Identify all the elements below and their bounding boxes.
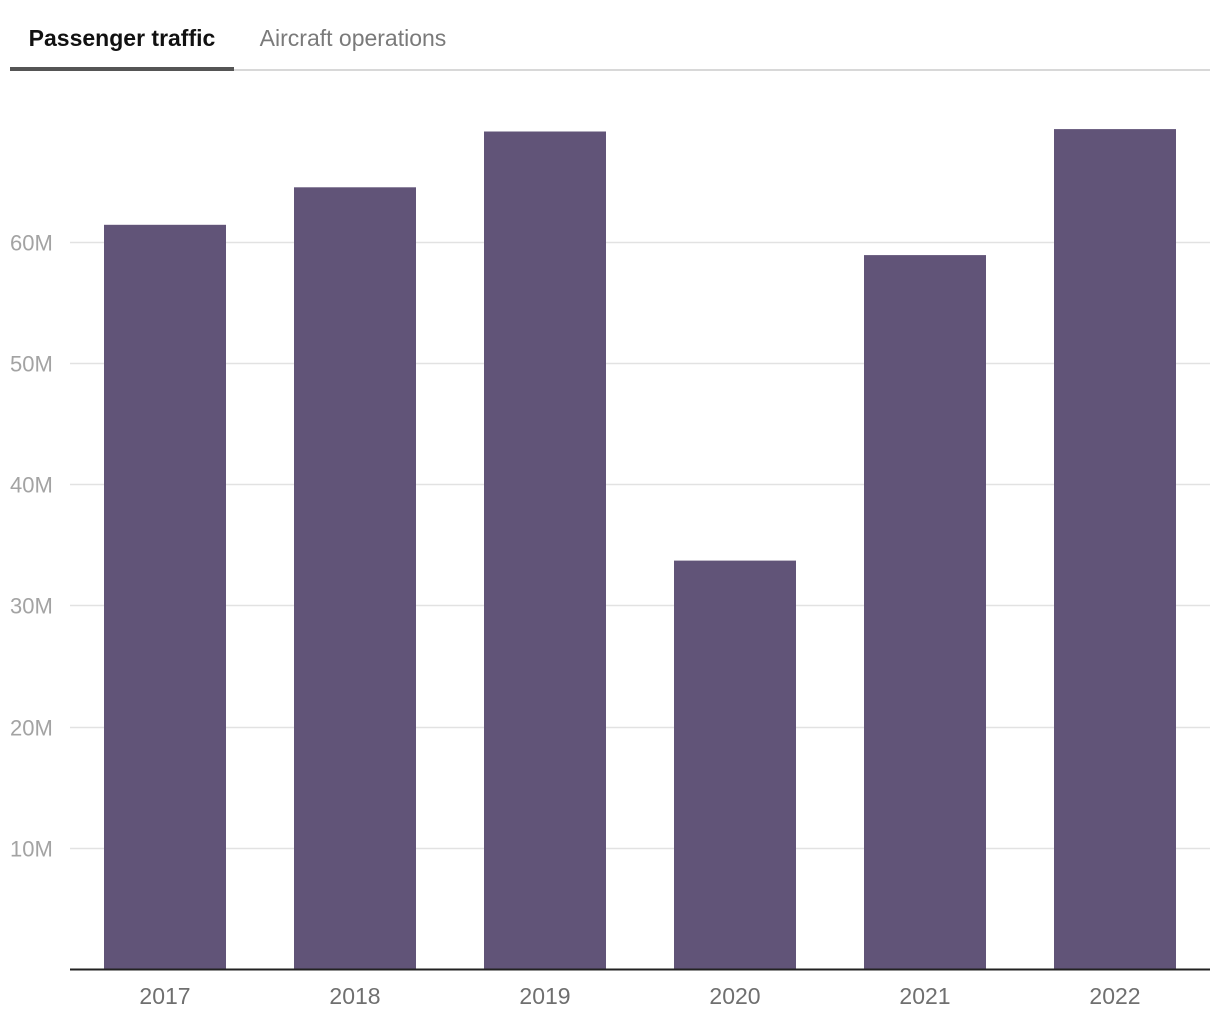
x-tick-label-2019: 2019	[519, 983, 570, 1009]
bar-2017[interactable]	[104, 224, 226, 970]
y-tick-label: 10M	[10, 837, 53, 862]
y-tick-label: 20M	[10, 716, 53, 741]
tab-aircraft-operations[interactable]: Aircraft operations	[259, 25, 447, 51]
y-tick-label: 60M	[10, 231, 53, 256]
x-tick-label-2021: 2021	[899, 983, 950, 1009]
x-axis-ticks: 2017 2018 2019 2020 2021 2022	[139, 983, 1140, 1009]
x-tick-label-2022: 2022	[1089, 983, 1140, 1009]
y-tick-label: 50M	[10, 352, 53, 377]
y-tick-label: 40M	[10, 473, 53, 498]
tab-bar: Passenger traffic Aircraft operations	[10, 0, 1210, 71]
grid-lines	[70, 241, 1210, 850]
x-tick-label-2020: 2020	[709, 983, 760, 1009]
y-axis-ticks: 10M 20M 30M 40M 50M 60M	[10, 231, 53, 862]
bar-2020[interactable]	[674, 560, 796, 969]
bar-2018[interactable]	[294, 187, 416, 970]
bar-2022[interactable]	[1054, 129, 1176, 970]
bars	[104, 129, 1176, 970]
y-tick-label: 30M	[10, 594, 53, 619]
x-tick-label-2018: 2018	[329, 983, 380, 1009]
tab-passenger-traffic[interactable]: Passenger traffic	[10, 0, 234, 71]
x-tick-label-2017: 2017	[139, 983, 190, 1009]
bar-2021[interactable]	[864, 255, 986, 970]
bar-2019[interactable]	[484, 131, 606, 970]
